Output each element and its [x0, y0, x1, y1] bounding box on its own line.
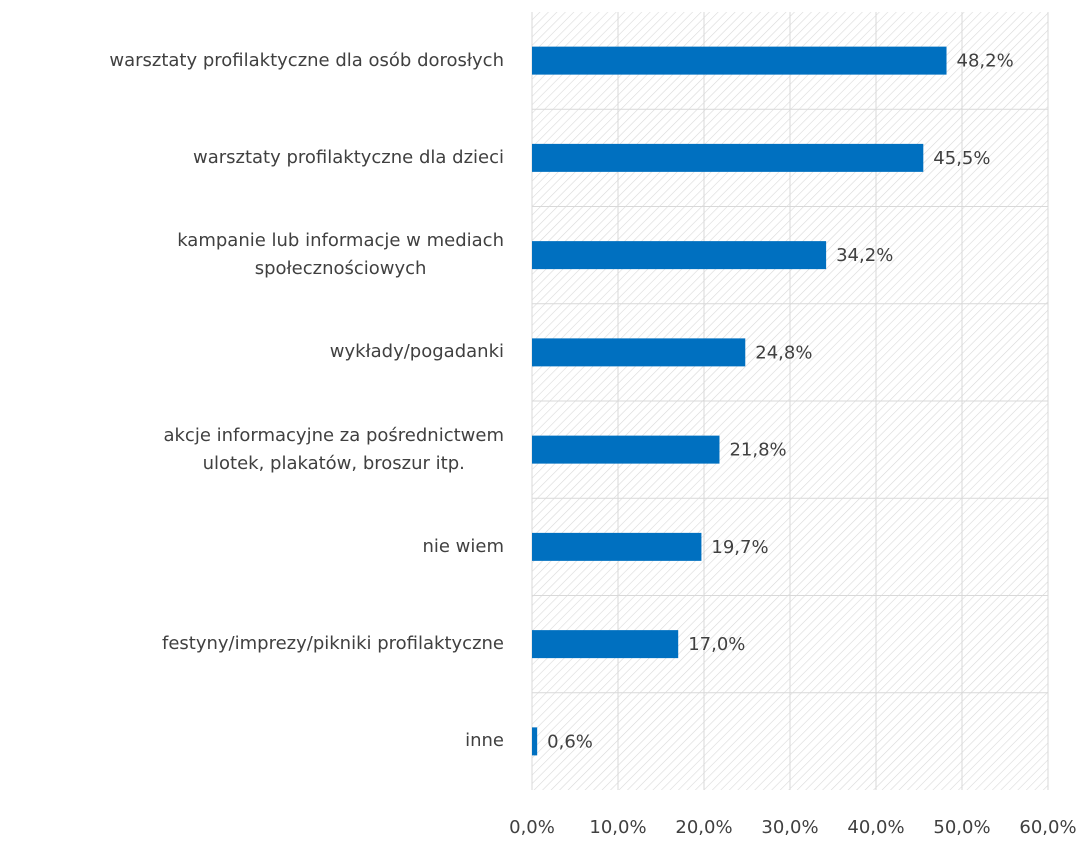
y-tick-label: warsztaty profilaktyczne dla dzieci	[192, 146, 504, 168]
x-tick-label: 60,0%	[1019, 817, 1076, 838]
y-tick-label: wykłady/pogadanki	[329, 341, 504, 363]
y-tick-label: festyny/imprezy/pikniki profilaktyczne	[161, 633, 504, 655]
data-label: 34,2%	[836, 245, 893, 266]
y-tick-label: nie wiem	[422, 535, 504, 557]
bar	[532, 143, 924, 172]
x-tick-label: 10,0%	[589, 817, 646, 838]
data-label: 21,8%	[729, 440, 786, 461]
bar	[532, 435, 720, 464]
x-tick-label: 0,0%	[509, 817, 555, 838]
y-tick-label: kampanie lub informacje w mediach społec…	[177, 230, 504, 280]
data-label: 0,6%	[547, 731, 593, 752]
x-tick-label: 30,0%	[761, 817, 818, 838]
bar	[532, 532, 702, 561]
data-label: 48,2%	[957, 51, 1014, 72]
bar	[532, 338, 746, 367]
data-label: 24,8%	[755, 342, 812, 363]
x-tick-label: 50,0%	[933, 817, 990, 838]
x-tick-label: 20,0%	[675, 817, 732, 838]
data-label: 17,0%	[688, 634, 745, 655]
x-tick-label: 40,0%	[847, 817, 904, 838]
data-label: 19,7%	[711, 537, 768, 558]
y-tick-label: inne	[465, 730, 504, 752]
y-tick-label: akcje informacyjne za pośrednictwem ulot…	[163, 424, 504, 474]
bar	[532, 727, 538, 756]
y-tick-label: warsztaty profilaktyczne dla osób dorosł…	[109, 49, 504, 71]
bar	[532, 630, 679, 659]
bar	[532, 46, 947, 75]
bar	[532, 241, 827, 270]
data-label: 45,5%	[933, 148, 990, 169]
